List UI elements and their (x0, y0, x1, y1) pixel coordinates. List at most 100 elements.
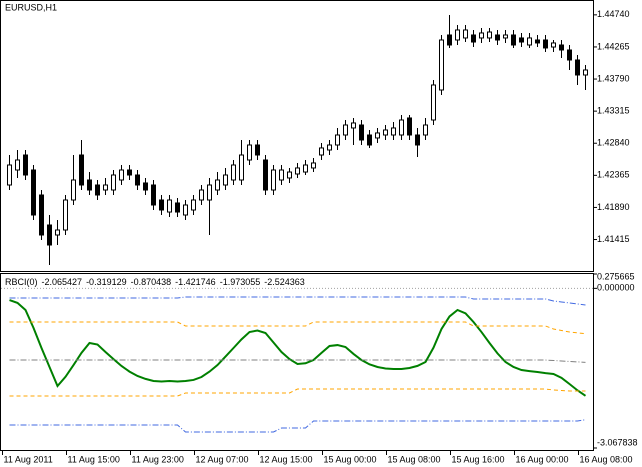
candle-body (271, 169, 276, 191)
candle-body (191, 199, 196, 211)
candle-body (63, 199, 68, 231)
candle-body (183, 204, 188, 216)
candle-body (583, 69, 588, 76)
indicator-line (9, 296, 586, 306)
candle-body (215, 179, 220, 191)
candle-body (7, 164, 12, 186)
candle-body (279, 169, 284, 181)
x-tick-label: 16 Aug 00:00 (516, 454, 569, 464)
indicator-line (9, 321, 586, 335)
candle-body (343, 124, 348, 136)
candle-body (263, 159, 268, 191)
y-tick-label: -3.067838 (597, 437, 638, 447)
indicator-line (9, 359, 586, 363)
indicator-value: -0.319129 (86, 277, 127, 287)
y-tick-label: 1.42840 (597, 138, 630, 148)
candle-body (559, 44, 564, 51)
candle-body (319, 147, 324, 156)
indicator-line (9, 388, 586, 397)
candle-body (351, 122, 356, 129)
candle-body (327, 144, 332, 151)
candle-body (135, 174, 140, 186)
candle-body (479, 32, 484, 39)
candle-body (567, 49, 572, 61)
candle-body (287, 171, 292, 179)
candle-body (415, 134, 420, 146)
candle-body (199, 189, 204, 201)
y-tick-label: 0.000000 (597, 283, 635, 293)
candle-body (495, 34, 500, 41)
x-tick-label: 15 Aug 00:00 (324, 454, 377, 464)
candle-body (47, 224, 52, 246)
candle-body (311, 162, 316, 169)
y-tick-label: 1.42365 (597, 170, 630, 180)
candle-body (375, 132, 380, 139)
candle-body (391, 127, 396, 136)
candle-body (151, 184, 156, 206)
candle-body (487, 31, 492, 39)
x-tick-label: 11 Aug 2011 (4, 454, 53, 464)
candle-body (247, 144, 252, 161)
candle-body (575, 59, 580, 76)
candle-body (207, 184, 212, 201)
candle-body (471, 34, 476, 43)
candle-body (143, 182, 148, 191)
candle-body (399, 119, 404, 136)
price-pane (0, 0, 594, 272)
indicator-line (9, 419, 586, 433)
indicator-header: RBCI(0) -2.065427 -0.319129 -0.870438 -1.421… (5, 277, 305, 287)
x-tick-label: 15 Aug 08:00 (388, 454, 441, 464)
candle-body (503, 34, 508, 39)
y-tick-label: 1.41890 (597, 202, 630, 212)
candle-body (439, 39, 444, 91)
candle-body (231, 164, 236, 181)
candle-body (367, 134, 372, 146)
indicator-value: -1.973055 (220, 277, 261, 287)
candle-body (511, 34, 516, 46)
indicator-value: -0.870438 (131, 277, 172, 287)
candle-body (111, 174, 116, 191)
indicator-value: -2.065427 (42, 277, 83, 287)
x-tick-label: 15 Aug 16:00 (452, 454, 505, 464)
indicator-value: -2.524363 (264, 277, 305, 287)
candle-body (95, 184, 100, 196)
candle-body (455, 29, 460, 41)
indicator-line (9, 299, 587, 397)
indicator-name: RBCI(0) (5, 277, 38, 287)
candle-body (87, 179, 92, 191)
candle-body (551, 42, 556, 48)
candle-body (255, 144, 260, 156)
candle-body (303, 164, 308, 173)
x-tick-label: 16 Aug 08:00 (580, 454, 633, 464)
candle-body (71, 179, 76, 201)
candle-body (519, 37, 524, 43)
x-tick-label: 12 Aug 07:00 (196, 454, 249, 464)
candle-body (119, 169, 124, 181)
candle-body (239, 154, 244, 181)
candle-body (407, 117, 412, 136)
y-tick-label: 1.43790 (597, 73, 630, 83)
x-tick-label: 12 Aug 15:00 (260, 454, 313, 464)
candle-body (159, 199, 164, 211)
candle-body (175, 202, 180, 213)
chart-title: EURUSD,H1 (5, 2, 57, 12)
y-tick-label: 1.44740 (597, 9, 630, 19)
candle-body (39, 194, 44, 236)
candle-body (431, 84, 436, 121)
candle-body (167, 199, 172, 213)
candle-body (447, 34, 452, 46)
y-tick-label: 1.41415 (597, 234, 630, 244)
indicator-value: -1.421746 (175, 277, 216, 287)
candle-body (359, 124, 364, 141)
candle-body (15, 159, 20, 171)
x-tick-label: 11 Aug 23:00 (132, 454, 184, 464)
candle-body (223, 174, 228, 186)
indicator-pane (0, 273, 594, 451)
x-tick-label: 11 Aug 15:00 (68, 454, 120, 464)
candle-body (103, 184, 108, 191)
candle-body (535, 39, 540, 44)
candle-body (423, 124, 428, 136)
candle-body (23, 154, 28, 176)
